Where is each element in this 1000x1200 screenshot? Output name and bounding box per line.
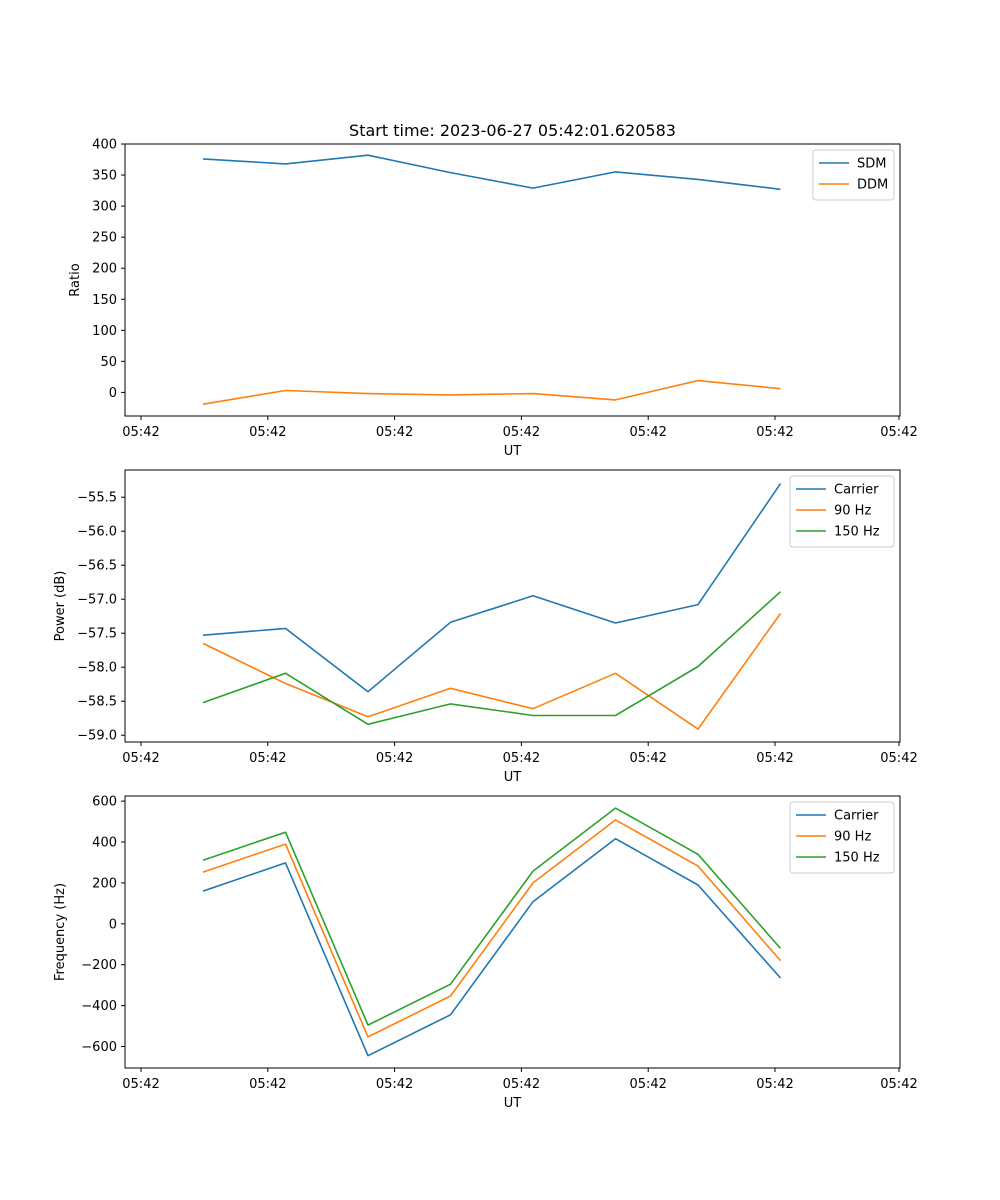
series-line-90-hz [202,819,782,1038]
series-line-sdm [202,154,781,191]
x-tick-label: 05:42 [503,425,540,440]
x-tick-label: 05:42 [376,1077,413,1092]
y-tick-label: 200 [92,262,117,277]
series-line-150-hz [202,591,782,726]
x-tick-label: 05:42 [249,1077,286,1092]
y-tick-label: −55.5 [77,491,117,506]
x-tick-label: 05:42 [503,1077,540,1092]
legend-label: 90 Hz [834,504,871,519]
legend-label: Carrier [834,483,879,498]
y-tick-label: 350 [92,169,117,184]
axes-frame [124,795,901,1069]
series-line-carrier [202,837,782,1057]
x-tick-label: 05:42 [249,425,286,440]
panel-1: 0 50 100 150 200 250 300 350 400 05:42 05:42 05:42 0… [68,138,918,460]
y-tick-label: −58.5 [77,695,117,710]
y-tick-label: 150 [92,293,117,308]
legend: Carrier 90 Hz 150 Hz [789,475,895,548]
y-axis-label: Power (dB) [53,571,68,642]
y-tick-label: −600 [81,1040,117,1055]
x-tick-label: 05:42 [756,751,793,766]
series-line-carrier [202,483,782,693]
y-tick-label: 250 [92,231,117,246]
legend-label: SDM [857,157,886,172]
x-axis-label: UT [504,770,522,785]
y-axis-label: Ratio [68,263,83,296]
x-axis-label: UT [504,1096,522,1111]
x-axis-label: UT [504,444,522,459]
legend-box [789,801,895,874]
panel-2: −59.0 −58.5 −58.0 −57.5 −57.0 −56.5 −56.0 −55.5… [53,469,918,785]
chart-title: Start time: 2023-06-27 05:42:01.620583 [349,121,676,140]
panels: 0 50 100 150 200 250 300 350 400 05:42 05:42 05:42 0… [53,138,918,1112]
y-tick-label: 0 [109,386,117,401]
y-tick-label: −57.0 [77,593,117,608]
x-tick-label: 05:42 [756,1077,793,1092]
y-tick-label: −56.5 [77,559,117,574]
x-tick-label: 05:42 [880,751,917,766]
panel-3: −600 −400 −200 0 200 400 600 05:42 05:42 05:42 05:… [53,795,918,1111]
x-tick-label: 05:42 [122,425,159,440]
y-axis-label: Frequency (Hz) [53,883,68,981]
x-tick-label: 05:42 [376,751,413,766]
x-tick-label: 05:42 [376,425,413,440]
legend-label: Carrier [834,809,879,824]
series-line-ddm [202,379,781,405]
y-tick-label: −59.0 [77,729,117,744]
legend: SDM DDM [812,149,895,201]
y-tick-label: −400 [81,999,117,1014]
x-tick-label: 05:42 [629,1077,666,1092]
series-line-90-hz [202,613,782,730]
axes-frame [124,143,901,417]
y-tick-label: −57.5 [77,627,117,642]
y-tick-label: 0 [109,917,117,932]
x-tick-label: 05:42 [880,1077,917,1092]
x-tick-label: 05:42 [122,751,159,766]
legend-box [789,475,895,548]
x-tick-label: 05:42 [756,425,793,440]
x-tick-label: 05:42 [503,751,540,766]
y-tick-label: 400 [92,836,117,851]
x-tick-label: 05:42 [122,1077,159,1092]
axes-frame [124,469,901,743]
legend-label: 150 Hz [834,851,880,866]
y-tick-label: −200 [81,958,117,973]
y-tick-label: 400 [92,138,117,153]
legend-label: 90 Hz [834,830,871,845]
legend: Carrier 90 Hz 150 Hz [789,801,895,874]
y-tick-label: −56.0 [77,525,117,540]
y-tick-label: −58.0 [77,661,117,676]
legend-label: DDM [857,178,888,193]
y-tick-label: 200 [92,876,117,891]
y-tick-label: 300 [92,200,117,215]
x-tick-label: 05:42 [880,425,917,440]
x-tick-label: 05:42 [629,425,666,440]
y-tick-label: 100 [92,324,117,339]
x-tick-label: 05:42 [249,751,286,766]
y-tick-label: 50 [100,355,117,370]
y-tick-label: 600 [92,795,117,810]
series-line-150-hz [202,807,782,1026]
x-tick-label: 05:42 [629,751,666,766]
legend-label: 150 Hz [834,525,880,540]
